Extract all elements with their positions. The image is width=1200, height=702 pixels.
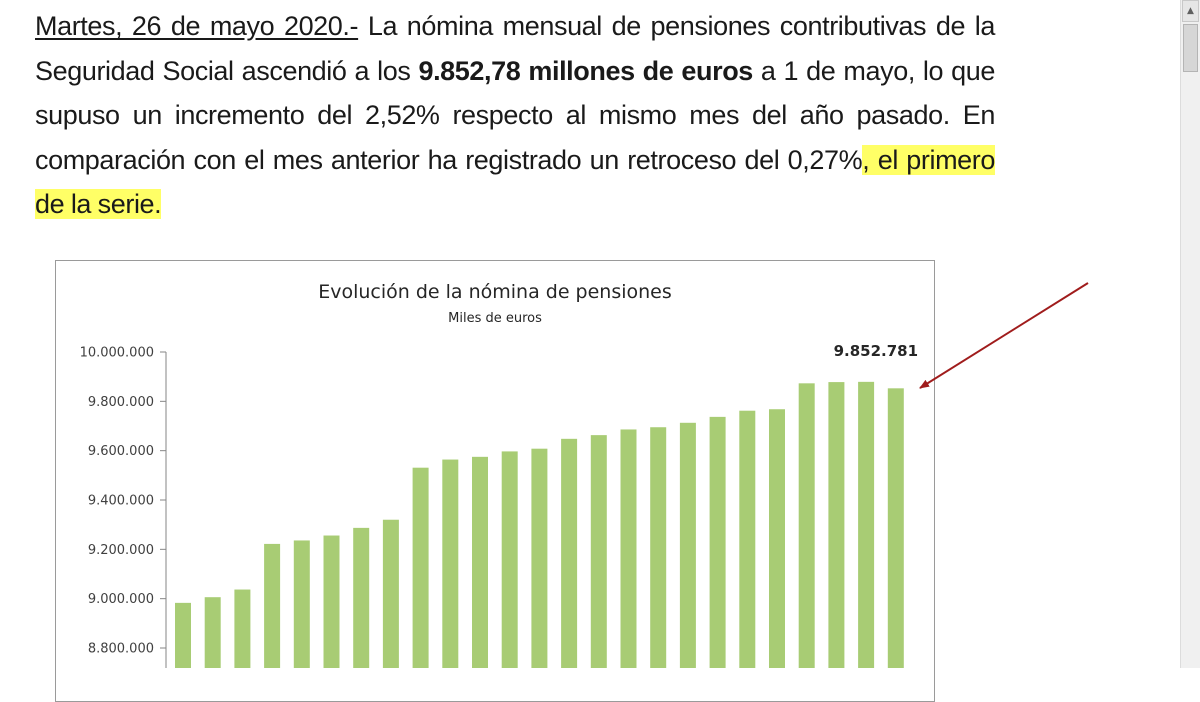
bar	[412, 467, 429, 668]
bar	[382, 519, 399, 668]
bar	[798, 383, 815, 668]
bar	[353, 527, 370, 668]
y-tick-label: 9.400.000	[88, 494, 154, 509]
bar	[204, 597, 221, 668]
y-tick-label: 9.000.000	[88, 592, 154, 607]
bar	[264, 543, 281, 668]
release-date: Martes, 26 de mayo 2020.-	[35, 11, 359, 41]
bar	[739, 410, 756, 668]
bar	[234, 589, 251, 668]
pension-bar-chart: 10.000.000 9.800.000 9.600.000 9.400.000 9.2…	[80, 282, 1089, 668]
scroll-up-arrow-icon[interactable]: ▲	[1182, 0, 1199, 22]
paragraph-text-1: La nómina mensual de pensiones contribut…	[35, 11, 996, 86]
y-tick-label: 9.600.000	[88, 444, 154, 459]
y-tick-label: 9.800.000	[88, 395, 154, 410]
bar	[175, 602, 191, 668]
y-tick-label: 9.200.000	[88, 543, 154, 558]
scrollbar-thumb[interactable]	[1183, 24, 1198, 72]
bar	[501, 451, 518, 668]
bar	[858, 381, 875, 668]
bar	[887, 388, 904, 668]
paragraph-text-2: a 1 de mayo, lo que supuso un incremento…	[35, 55, 995, 175]
bar	[561, 438, 578, 668]
bar	[531, 448, 548, 668]
bold-amount: 9.852,78 millones de euros	[418, 55, 753, 86]
last-bar-data-label: 9.852.781	[834, 342, 918, 360]
bar	[650, 427, 667, 668]
chart-frame	[55, 260, 935, 702]
bar	[709, 416, 726, 668]
bar	[323, 535, 340, 668]
bar	[828, 382, 845, 668]
bar	[590, 435, 607, 668]
press-release-paragraph: Martes, 26 de mayo 2020.- La nómina mens…	[35, 4, 995, 227]
chart-title: Evolución de la nómina de pensiones	[318, 281, 672, 303]
y-tick-label: 10.000.000	[80, 346, 154, 361]
chart-subtitle: Miles de euros	[448, 311, 542, 326]
bar	[442, 459, 459, 668]
bar	[472, 456, 488, 668]
y-tick-label: 8.800.000	[88, 642, 154, 657]
bar	[620, 429, 637, 668]
annotation-arrow	[919, 282, 1089, 389]
bar	[769, 409, 785, 668]
bar	[293, 540, 310, 668]
bar	[679, 422, 696, 668]
vertical-scrollbar[interactable]	[1180, 0, 1200, 668]
